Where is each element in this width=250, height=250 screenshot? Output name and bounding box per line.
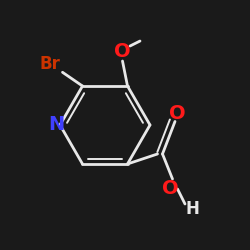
Text: N: N: [48, 116, 64, 134]
Text: O: O: [114, 42, 131, 60]
Text: O: O: [169, 104, 186, 124]
Text: O: O: [162, 180, 178, 199]
Text: H: H: [186, 200, 200, 218]
Text: Br: Br: [40, 54, 60, 72]
